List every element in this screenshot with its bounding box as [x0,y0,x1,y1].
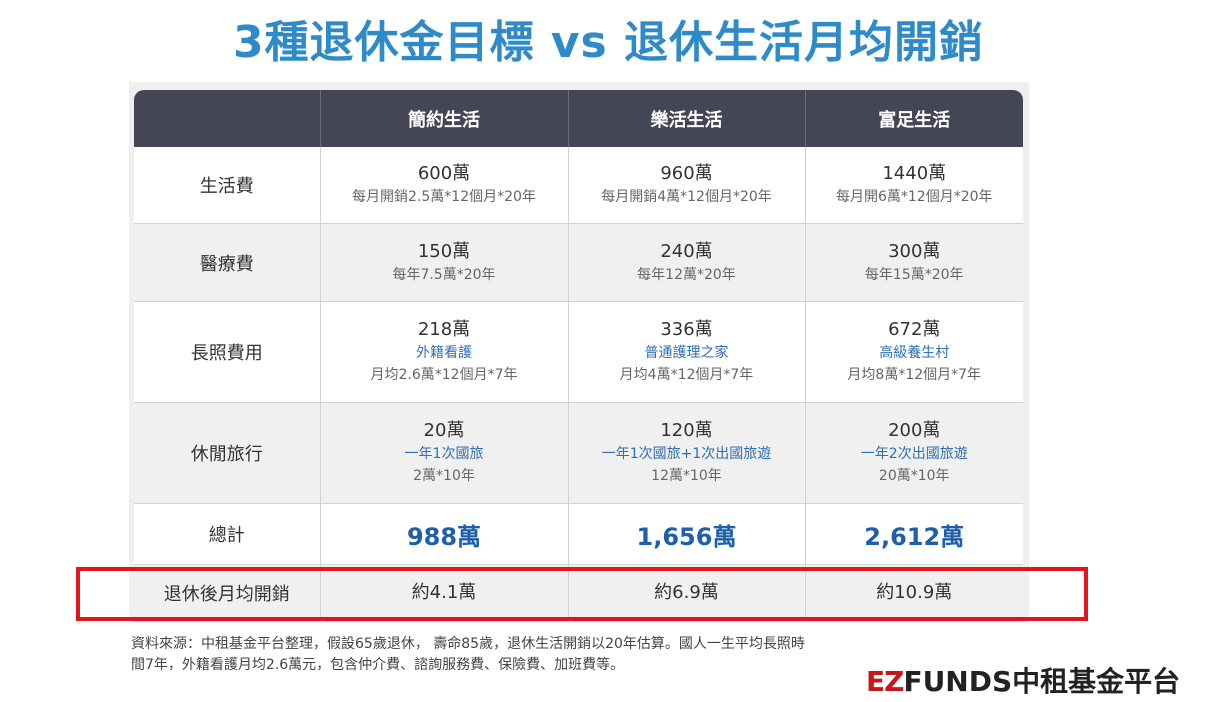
table-header-row: 簡約生活 樂活生活 富足生活 [134,90,1023,147]
total-rich: 2,612萬 [805,503,1023,565]
cell-leisure-happy: 120萬 一年1次國旅+1次出國旅遊 12萬*10年 [568,402,806,504]
cell-longterm-happy: 336萬 普通護理之家 月均4萬*12個月*7年 [568,301,806,403]
header-rich-life: 富足生活 [805,90,1023,147]
cell-value: 218萬 [417,319,471,340]
table-row-medical: 醫療費 150萬 每年7.5萬*20年 240萬 每年12萬*20年 300萬 … [134,223,1023,302]
cell-leisure-rich: 200萬 一年2次出國旅遊 20萬*10年 [805,402,1023,504]
cell-value: 960萬 [660,163,713,184]
row-label-leisure: 休閒旅行 [134,402,321,504]
source-note-line2: 間7年，外籍看護月均2.6萬元，包含仲介費、諮詢服務費、保險費、加班費等。 [131,657,625,673]
source-note-line1: 資料來源：中租基金平台整理，假設65歲退休， 壽命85歲，退休生活開銷以20年估… [131,636,805,652]
table-row-living: 生活費 600萬 每月開銷2.5萬*12個月*20年 960萬 每月開銷4萬*1… [134,147,1023,224]
cell-value: 1440萬 [882,163,947,184]
cell-medical-happy: 240萬 每年12萬*20年 [568,223,806,302]
comparison-table-panel: 簡約生活 樂活生活 富足生活 生活費 600萬 每月開銷2.5萬*12個月*20… [129,82,1029,622]
row-label-living: 生活費 [134,147,321,224]
brand-ez: EZ [866,665,904,698]
cell-leisure-simple: 20萬 一年1次國旅 2萬*10年 [320,402,569,504]
cell-option: 一年2次出國旅遊 [860,446,968,462]
cell-value: 120萬 [660,420,713,441]
row-label-longterm-care: 長照費用 [134,301,321,403]
cell-medical-rich: 300萬 每年15萬*20年 [805,223,1023,302]
cell-formula: 每年7.5萬*20年 [392,266,496,283]
cell-formula: 月均2.6萬*12個月*7年 [370,367,518,383]
header-simple-life: 簡約生活 [320,90,569,147]
table-row-leisure: 休閒旅行 20萬 一年1次國旅 2萬*10年 120萬 一年1次國旅+1次出國旅… [134,402,1023,504]
brand-funds: FUNDS [903,665,1013,698]
cell-formula: 每年15萬*20年 [864,266,964,283]
cell-formula: 12萬*10年 [651,468,722,484]
source-note: 資料來源：中租基金平台整理，假設65歲退休， 壽命85歲，退休生活開銷以20年估… [131,634,1031,676]
cell-value: 600萬 [417,163,471,184]
cell-value: 300萬 [888,240,941,262]
cell-option: 一年1次國旅+1次出國旅遊 [601,446,772,462]
cell-living-rich: 1440萬 每月開6萬*12個月*20年 [805,147,1023,224]
cell-formula: 月均4萬*12個月*7年 [619,367,754,383]
monthly-rich: 約10.9萬 [805,564,1023,622]
cell-living-simple: 600萬 每月開銷2.5萬*12個月*20年 [320,147,569,224]
cell-value: 336萬 [660,319,713,340]
row-label-total: 總計 [134,503,321,565]
page-title: 3種退休金目標 vs 退休生活月均開銷 [232,17,985,68]
comparison-table: 簡約生活 樂活生活 富足生活 生活費 600萬 每月開銷2.5萬*12個月*20… [134,90,1023,622]
monthly-happy: 約6.9萬 [568,564,806,622]
total-simple: 988萬 [320,503,569,565]
cell-formula: 月均8萬*12個月*7年 [847,367,982,383]
header-corner [134,90,321,147]
cell-value: 20萬 [423,420,465,441]
cell-medical-simple: 150萬 每年7.5萬*20年 [320,223,569,302]
highlight-frame [76,567,1088,621]
cell-longterm-rich: 672萬 高級養生村 月均8萬*12個月*7年 [805,301,1023,403]
monthly-simple: 約4.1萬 [320,564,569,622]
cell-formula: 每月開銷4萬*12個月*20年 [601,189,772,205]
cell-value: 150萬 [417,240,471,262]
table-row-total: 總計 988萬 1,656萬 2,612萬 [134,503,1023,565]
cell-formula: 每月開銷2.5萬*12個月*20年 [352,189,536,205]
brand-logo: EZFUNDS中租基金平台 [866,660,1180,700]
cell-formula: 每月開6萬*12個月*20年 [835,189,993,205]
brand-name: 中租基金平台 [1012,665,1181,698]
cell-option: 高級養生村 [879,345,950,361]
cell-option: 一年1次國旅 [404,446,484,462]
header-happy-life: 樂活生活 [568,90,806,147]
cell-value: 200萬 [888,420,941,441]
cell-formula: 每年12萬*20年 [637,266,736,283]
table-row-monthly-expense: 退休後月均開銷 約4.1萬 約6.9萬 約10.9萬 [134,564,1023,622]
cell-option: 普通護理之家 [644,345,729,361]
cell-formula: 20萬*10年 [878,468,950,484]
total-happy: 1,656萬 [568,503,806,565]
row-label-medical: 醫療費 [134,223,321,302]
table-row-longterm-care: 長照費用 218萬 外籍看護 月均2.6萬*12個月*7年 336萬 普通護理之… [134,301,1023,403]
cell-option: 外籍看護 [416,345,472,361]
cell-value: 240萬 [660,240,713,262]
cell-living-happy: 960萬 每月開銷4萬*12個月*20年 [568,147,806,224]
row-label-monthly-expense: 退休後月均開銷 [134,564,321,622]
cell-longterm-simple: 218萬 外籍看護 月均2.6萬*12個月*7年 [320,301,569,403]
cell-value: 672萬 [888,319,941,340]
cell-formula: 2萬*10年 [413,468,475,484]
